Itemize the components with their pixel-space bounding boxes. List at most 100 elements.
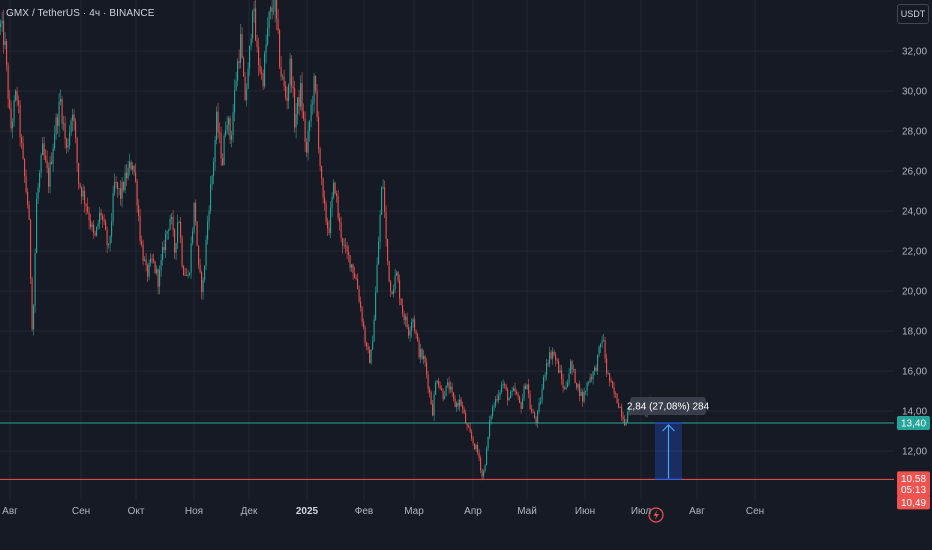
candle-body [411,322,413,331]
candle-body [10,108,12,129]
time-tick-label: Сен [746,506,764,517]
candle-body [69,132,71,146]
candle-body [216,111,218,141]
candle-body [396,272,398,276]
time-tick-label: Ноя [185,506,203,517]
candle-body [18,100,20,105]
price-tick-label: 20,00 [902,287,927,298]
candle-body [510,391,512,399]
candle-body [387,239,389,261]
candle-body [406,316,408,328]
candle-body [123,182,125,191]
candle-body [150,258,152,263]
candle-body [601,340,603,344]
candle-body [576,383,578,388]
candle-body [126,172,128,179]
candle-body [84,190,86,204]
candle-body [427,374,429,389]
lightning-icon[interactable] [648,507,664,523]
candle-body [120,188,122,199]
candle-body [369,349,371,364]
measure-tool[interactable]: 2,84 (27,08%) 284 [627,397,710,480]
candle-body [346,246,348,252]
candle-body [363,321,365,328]
time-axis[interactable]: Авг Сен Окт Ноя Дек 2025 Фев Мар Апр Май Июн Июл Авг… [2,506,764,517]
candle-body [592,371,594,379]
candle-body [594,367,596,372]
symbol-title[interactable]: GMX / TetherUS · 4ч · BINANCE [6,8,155,19]
candle-body [607,373,609,374]
candle-body [286,97,288,102]
candle-body [580,391,582,397]
candle-body [553,351,555,355]
last-price-tag-text: 10,49 [901,498,926,509]
candle-body [109,236,111,244]
currency-button[interactable]: USDT [897,4,929,24]
candle-body [391,291,393,295]
candle-body [453,392,455,399]
candle-body [162,246,164,260]
candle-body [198,245,200,266]
candle-body [352,264,354,274]
candle-body [105,221,107,230]
candle-body [523,386,525,399]
candle-body [136,181,138,206]
candle-body [397,272,399,281]
candle-body [31,278,33,330]
candle-body [456,402,458,407]
candle-body [415,330,417,335]
time-tick-label: Дек [241,506,258,517]
candle-body [306,142,308,153]
candle-body [351,264,353,268]
candle-body [135,172,137,182]
candle-body [531,409,533,413]
countdown-tag: 05:13 [897,482,930,497]
candle-body [196,221,198,246]
candle-body [579,384,581,397]
candle-body [141,240,143,245]
candle-body [25,176,27,192]
candle-body [7,64,9,100]
candle-body [285,85,287,98]
candle-body [46,160,48,169]
candle-body [184,275,186,276]
candle-body [442,389,444,399]
candle-body [343,245,345,246]
candle-body [187,275,189,276]
candle-body [382,187,384,189]
candle-body [277,18,279,31]
candle-body [615,393,617,395]
candle-body [54,134,56,149]
candles [0,0,656,481]
candle-body [132,165,134,170]
price-axis[interactable]: 12,00 14,00 16,00 18,00 20,00 22,00 24,00 26,00… [902,47,927,458]
time-tick-label: Май [517,506,537,517]
candle-body [118,188,120,189]
target-price-tag-bg [897,416,930,430]
candle-body [214,140,216,162]
candle-body [28,204,30,220]
measure-label-bg [630,397,706,415]
price-tick-label: 30,00 [902,87,927,98]
candle-body [193,202,195,232]
lightning-icon-bolt [653,510,659,520]
candle-body [549,352,551,364]
candle-body [441,388,443,390]
candle-body [316,90,318,117]
candle-body [558,361,560,373]
candle-body [432,404,434,416]
candle-body [90,220,92,228]
candle-body [534,412,536,418]
candle-body [270,7,272,12]
candle-body [280,66,282,77]
candle-body [219,132,221,134]
candle-body [370,349,372,364]
candle-body [3,20,5,46]
candle-body [522,398,524,409]
candle-body [228,118,230,125]
candle-body [261,72,263,74]
candle-body [235,80,237,91]
candle-body [273,11,275,12]
candle-body [294,88,296,128]
